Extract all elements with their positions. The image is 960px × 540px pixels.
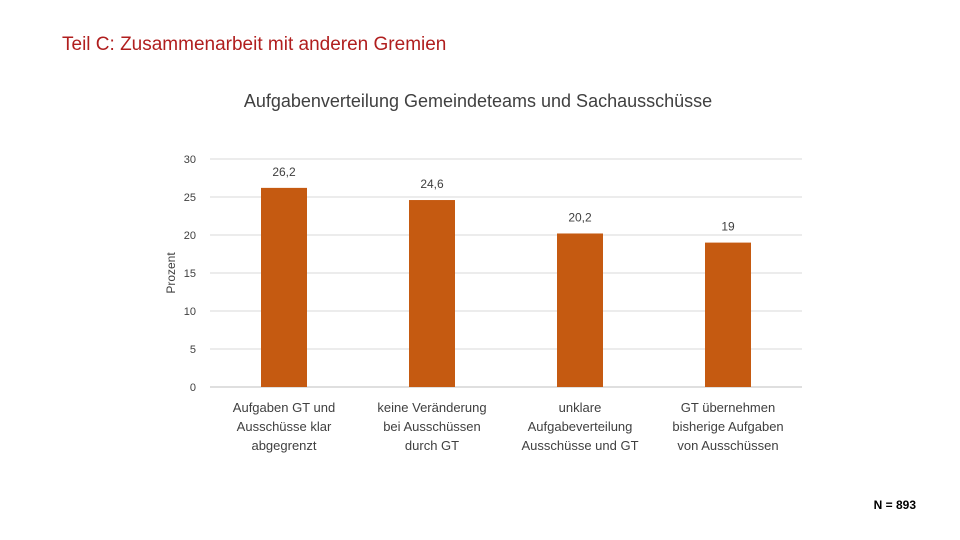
data-label: 19 [721,220,735,234]
category-label: unklare Aufgabeverteilung Ausschüsse und G… [521,400,638,453]
y-axis-title: Prozent [164,252,178,294]
category-label: Aufgaben GT und Ausschüsse klar abgegrenzt [233,400,335,453]
y-tick-label: 15 [184,268,196,280]
sample-size-note: N = 893 [873,498,916,512]
y-tick-label: 10 [184,306,196,318]
y-tick-label: 0 [190,382,196,394]
bar [261,187,307,387]
data-label: 26,2 [272,165,296,179]
y-tick-label: 5 [190,344,196,356]
category-label: GT übernehmen bisherige Aufgaben von Aussc… [672,400,783,453]
value-labels: 26,2 24,6 20,2 19 [272,165,735,234]
bar [409,200,455,387]
bars [261,187,751,387]
page-title: Teil C: Zusammenarbeit mit anderen Gremi… [62,34,447,55]
category-label: keine Veränderung bei Ausschüssen durch GT [377,400,486,453]
y-tick-label: 20 [184,230,196,242]
bar [557,233,603,387]
y-axis-ticks: 0 5 10 15 20 25 30 [184,154,196,394]
gridlines [210,158,802,388]
bar [705,242,751,387]
data-label: 20,2 [568,210,592,224]
category-labels: Aufgaben GT und Ausschüsse klar abgegrenzt… [233,400,784,453]
chart-title: Aufgabenverteilung Gemeindeteams und Sac… [243,91,713,111]
y-tick-label: 30 [184,154,196,166]
y-tick-label: 25 [184,192,196,204]
data-label: 24,6 [420,177,444,191]
